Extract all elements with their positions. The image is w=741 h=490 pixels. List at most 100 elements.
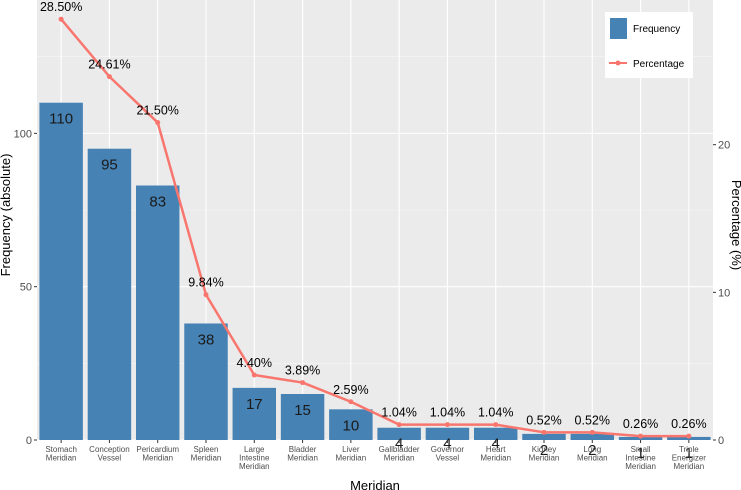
grid-lines bbox=[37, 0, 713, 441]
y-axis-title: Frequency (absolute) bbox=[0, 154, 13, 277]
x-axis-tick-label: Governor bbox=[431, 445, 465, 454]
legend-label-percentage: Percentage bbox=[633, 59, 685, 70]
x-axis-tick-label: Meridian bbox=[46, 454, 77, 463]
percentage-label: 28.50% bbox=[40, 0, 82, 14]
bar bbox=[39, 102, 83, 440]
percentage-point bbox=[396, 422, 402, 428]
percentage-point bbox=[686, 433, 692, 439]
bar-value-label: 2 bbox=[588, 442, 596, 459]
axes: 05010001020StomachMeridianConceptionVess… bbox=[14, 128, 731, 471]
x-axis-tick-label: Pericardium bbox=[136, 445, 179, 454]
percentage-label: 4.40% bbox=[237, 356, 272, 370]
percentage-point bbox=[493, 422, 499, 428]
percentage-point bbox=[541, 429, 547, 435]
percentage-label: 0.26% bbox=[623, 417, 658, 431]
x-axis-tick-label: Meridian bbox=[287, 454, 318, 463]
percentage-point bbox=[300, 380, 306, 386]
x-axis-tick-label: Intestine bbox=[239, 454, 270, 463]
x-axis-tick-label: Heart bbox=[486, 445, 506, 454]
legend-label-frequency: Frequency bbox=[633, 24, 680, 35]
bar bbox=[377, 427, 421, 440]
bar-value-label: 17 bbox=[246, 396, 263, 413]
percentage-labels: 28.50% 24.61% 21.50% 9.84% 4.40% 3.89% 2.59% 1.… bbox=[40, 0, 707, 431]
percentage-point bbox=[589, 429, 595, 435]
x-axis-tick-label: Liver bbox=[342, 445, 360, 454]
percentage-point bbox=[348, 399, 354, 405]
bar-value-label: 83 bbox=[149, 194, 166, 211]
x-axis-tick-label: Lung bbox=[583, 445, 601, 454]
y-axis-tick-label: 100 bbox=[14, 128, 32, 140]
percentage-point bbox=[203, 292, 209, 298]
percentage-label: 24.61% bbox=[88, 58, 130, 72]
percentage-polyline bbox=[60, 18, 689, 438]
x-axis-tick-label: Small bbox=[631, 445, 651, 454]
x-axis-tick-label: Meridian bbox=[191, 454, 222, 463]
percentage-line bbox=[58, 16, 692, 439]
y-axis-tick-label: 0 bbox=[26, 435, 32, 447]
bar-value-label: 110 bbox=[49, 111, 73, 128]
bar-value-label: 2 bbox=[540, 442, 548, 459]
y2-axis-tick-label: 10 bbox=[718, 287, 730, 299]
x-axis-tick-label: Conception bbox=[89, 445, 129, 454]
percentage-label: 0.26% bbox=[671, 417, 706, 431]
x-axis-tick-label: Triple bbox=[679, 445, 699, 454]
x-axis-tick-label: Meridian bbox=[239, 462, 270, 471]
x-axis-tick-label: Meridian bbox=[480, 454, 511, 463]
x-axis-tick-label: Kidney bbox=[532, 445, 556, 454]
legend-key-percentage-point bbox=[615, 60, 621, 66]
y2-axis-tick-label: 20 bbox=[718, 140, 730, 152]
percentage-point bbox=[155, 120, 161, 126]
bar-value-label: 15 bbox=[294, 402, 311, 419]
x-axis-tick-label: Vessel bbox=[98, 454, 122, 463]
bar bbox=[87, 148, 132, 440]
x-axis-tick-label: Spleen bbox=[194, 445, 219, 454]
percentage-point bbox=[638, 433, 644, 439]
x-axis-tick-label: Bladder bbox=[289, 445, 317, 454]
x-axis-tick-label: Meridian bbox=[336, 454, 367, 463]
x-axis-tick-label: Intestine bbox=[625, 454, 656, 463]
y-axis-tick-label: 50 bbox=[20, 282, 32, 294]
percentage-label: 3.89% bbox=[285, 364, 320, 378]
bar-value-label: 1 bbox=[685, 445, 693, 462]
legend: Frequency Percentage bbox=[605, 12, 693, 78]
x-axis-tick-label: Meridian bbox=[384, 454, 415, 463]
y2-axis-tick-label: 0 bbox=[718, 435, 724, 447]
x-axis-tick-label: Meridian bbox=[625, 462, 656, 471]
percentage-label: 1.04% bbox=[430, 406, 465, 420]
bar-value-label: 38 bbox=[198, 331, 215, 348]
bar-value-label: 4 bbox=[395, 436, 403, 453]
bar-value-label: 4 bbox=[492, 436, 500, 453]
x-axis-tick-label: Large bbox=[244, 445, 265, 454]
bar bbox=[425, 427, 470, 440]
x-axis-tick-label: Meridian bbox=[529, 454, 560, 463]
percentage-label: 1.04% bbox=[478, 406, 513, 420]
x-axis-tick-label: Stomach bbox=[45, 445, 77, 454]
bar-labels: 110 95 83 38 17 15 10 4 4 4 2 2 1 1 bbox=[49, 111, 693, 462]
bar-value-label: 95 bbox=[101, 157, 118, 174]
x-axis-tick-label: Vessel bbox=[436, 454, 460, 463]
bars bbox=[39, 102, 711, 440]
x-axis-tick-label: Meridian bbox=[142, 454, 173, 463]
bar-value-label: 1 bbox=[636, 445, 644, 462]
bar bbox=[280, 394, 325, 440]
x-axis-tick-label: Gallbladder bbox=[379, 445, 420, 454]
bar bbox=[570, 433, 615, 440]
x-axis-tick-label: Meridian bbox=[577, 454, 608, 463]
x-axis-tick-label: Energizer bbox=[672, 454, 707, 463]
y2-axis-title: Percentage (%) bbox=[729, 180, 741, 270]
x-axis-title: Meridian bbox=[350, 478, 400, 490]
percentage-point bbox=[106, 74, 112, 80]
percentage-point bbox=[444, 422, 450, 428]
bar bbox=[329, 409, 373, 440]
bar bbox=[522, 433, 566, 440]
percentage-point bbox=[58, 16, 64, 22]
percentage-label: 1.04% bbox=[381, 406, 416, 420]
percentage-label: 21.50% bbox=[137, 104, 179, 118]
bar-value-label: 10 bbox=[343, 417, 360, 434]
x-axis-tick-label: Meridian bbox=[674, 462, 705, 471]
bar bbox=[473, 427, 518, 440]
legend-key-frequency bbox=[610, 18, 627, 39]
percentage-label: 0.52% bbox=[526, 413, 561, 427]
percentage-label: 2.59% bbox=[333, 383, 368, 397]
